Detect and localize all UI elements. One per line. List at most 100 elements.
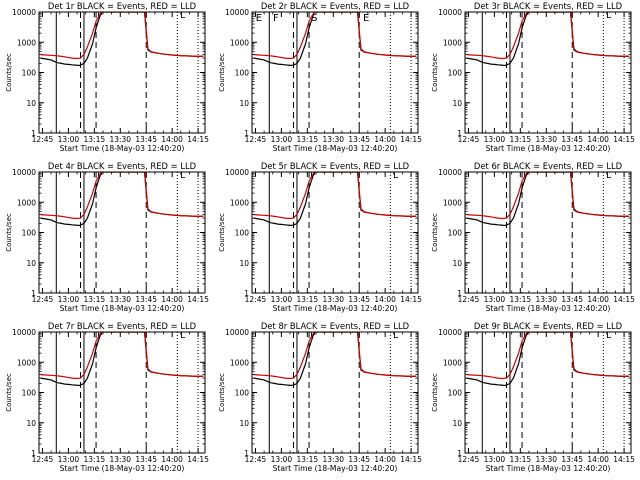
x-tick-label: 13:15: [84, 135, 106, 144]
lld-series-line: [253, 12, 417, 60]
detector-panel: Det 5r BLACK = Events, RED = LLD P L 1 10 100…: [213, 160, 426, 320]
x-tick-label: 14:00: [587, 295, 609, 304]
y-tick-label: 1: [457, 449, 462, 458]
x-tick-label: 13:30: [322, 135, 344, 144]
x-tick-label: 14:00: [374, 455, 396, 464]
y-tick-label: 1000: [443, 198, 462, 207]
panel-title: Det 9r BLACK = Events, RED = LLD: [474, 321, 622, 331]
y-tick-label: 10: [26, 99, 36, 108]
x-tick-label: 13:30: [109, 455, 131, 464]
y-axis-label: Counts/sec: [5, 213, 13, 252]
y-tick-label: 10: [452, 99, 462, 108]
x-tick-label: 14:00: [374, 135, 396, 144]
detector-panel: Det 4r BLACK = Events, RED = LLD P L 1 10 100…: [0, 160, 213, 320]
detector-panel: Det 1r BLACK = Events, RED = LLD P L 1 10 100…: [0, 0, 213, 160]
y-tick-label: 1000: [17, 38, 36, 47]
y-tick-label: 1000: [230, 358, 249, 367]
lld-series-line: [466, 12, 630, 60]
x-tick-label: 13:15: [297, 455, 319, 464]
x-tick-label: 13:00: [484, 135, 506, 144]
x-axis-label: Start Time (18-May-03 12:40:20): [60, 144, 185, 153]
x-axis-label: Start Time (18-May-03 12:40:20): [273, 464, 398, 473]
panel-title: Det 5r BLACK = Events, RED = LLD: [261, 161, 409, 171]
x-tick-label: 14:15: [613, 455, 635, 464]
y-tick-label: 100: [448, 229, 463, 238]
x-tick-label: 13:15: [510, 295, 532, 304]
x-tick-label: 14:15: [187, 295, 209, 304]
y-axis-label: Counts/sec: [431, 373, 439, 412]
x-tick-label: 13:45: [561, 455, 583, 464]
x-tick-label: 14:00: [161, 135, 183, 144]
x-tick-label: 13:00: [271, 135, 293, 144]
y-tick-label: 1000: [17, 198, 36, 207]
x-tick-label: 14:00: [374, 295, 396, 304]
y-tick-label: 1: [31, 129, 36, 138]
panel-title: Det 1r BLACK = Events, RED = LLD: [48, 1, 196, 11]
y-tick-label: 10: [26, 259, 36, 268]
y-tick-label: 1000: [443, 358, 462, 367]
x-tick-label: 14:15: [613, 135, 635, 144]
x-tick-label: 14:15: [400, 135, 422, 144]
y-tick-label: 10: [239, 419, 249, 428]
x-tick-label: 13:15: [510, 135, 532, 144]
y-axis-label: Counts/sec: [218, 373, 226, 412]
panel-title: Det 7r BLACK = Events, RED = LLD: [48, 321, 196, 331]
y-tick-label: 1: [244, 449, 249, 458]
y-tick-label: 10000: [225, 8, 249, 17]
x-tick-label: 12:45: [245, 135, 267, 144]
x-tick-label: 13:30: [535, 295, 557, 304]
y-tick-label: 100: [22, 389, 37, 398]
x-tick-label: 13:45: [135, 295, 157, 304]
y-tick-label: 1: [31, 449, 36, 458]
y-tick-label: 1: [31, 289, 36, 298]
x-tick-label: 13:15: [510, 455, 532, 464]
y-tick-label: 10000: [438, 328, 462, 337]
y-tick-label: 10: [239, 259, 249, 268]
x-axis-label: Start Time (18-May-03 12:40:20): [273, 144, 398, 153]
y-tick-label: 1000: [230, 198, 249, 207]
marker-letter: L: [606, 11, 611, 21]
x-tick-label: 13:45: [561, 295, 583, 304]
panel-title: Det 8r BLACK = Events, RED = LLD: [261, 321, 409, 331]
marker-letter: L: [393, 331, 398, 341]
y-tick-label: 10000: [12, 328, 36, 337]
plot-frame: [251, 331, 419, 454]
x-tick-label: 14:15: [613, 295, 635, 304]
detector-panel: Det 9r BLACK = Events, RED = LLD P L 1 10 100…: [426, 320, 639, 480]
y-tick-label: 1000: [230, 38, 249, 47]
x-tick-label: 13:45: [561, 135, 583, 144]
x-tick-label: 13:15: [84, 295, 106, 304]
plot-frame: [38, 171, 206, 294]
x-tick-label: 13:45: [135, 135, 157, 144]
x-tick-label: 13:00: [484, 295, 506, 304]
detector-panel: Det 7r BLACK = Events, RED = LLD P L 1 10 100…: [0, 320, 213, 480]
x-tick-label: 14:15: [400, 295, 422, 304]
x-tick-label: 12:45: [458, 135, 480, 144]
x-tick-label: 13:45: [135, 455, 157, 464]
y-tick-label: 1: [244, 289, 249, 298]
y-tick-label: 10000: [438, 168, 462, 177]
x-tick-label: 13:30: [322, 455, 344, 464]
y-tick-label: 1: [457, 289, 462, 298]
y-axis-label: Counts/sec: [5, 53, 13, 92]
marker-letter: L: [180, 171, 185, 181]
plot-frame: [251, 11, 419, 134]
y-tick-label: 100: [22, 69, 37, 78]
marker-letter: S: [311, 13, 317, 24]
x-axis-label: Start Time (18-May-03 12:40:20): [273, 304, 398, 313]
x-tick-label: 13:00: [271, 295, 293, 304]
x-axis-label: Start Time (18-May-03 12:40:20): [60, 464, 185, 473]
lld-series-line: [466, 332, 630, 380]
x-tick-label: 13:30: [109, 135, 131, 144]
x-tick-label: 13:45: [348, 295, 370, 304]
plot-frame: [464, 331, 632, 454]
x-tick-label: 14:15: [400, 455, 422, 464]
